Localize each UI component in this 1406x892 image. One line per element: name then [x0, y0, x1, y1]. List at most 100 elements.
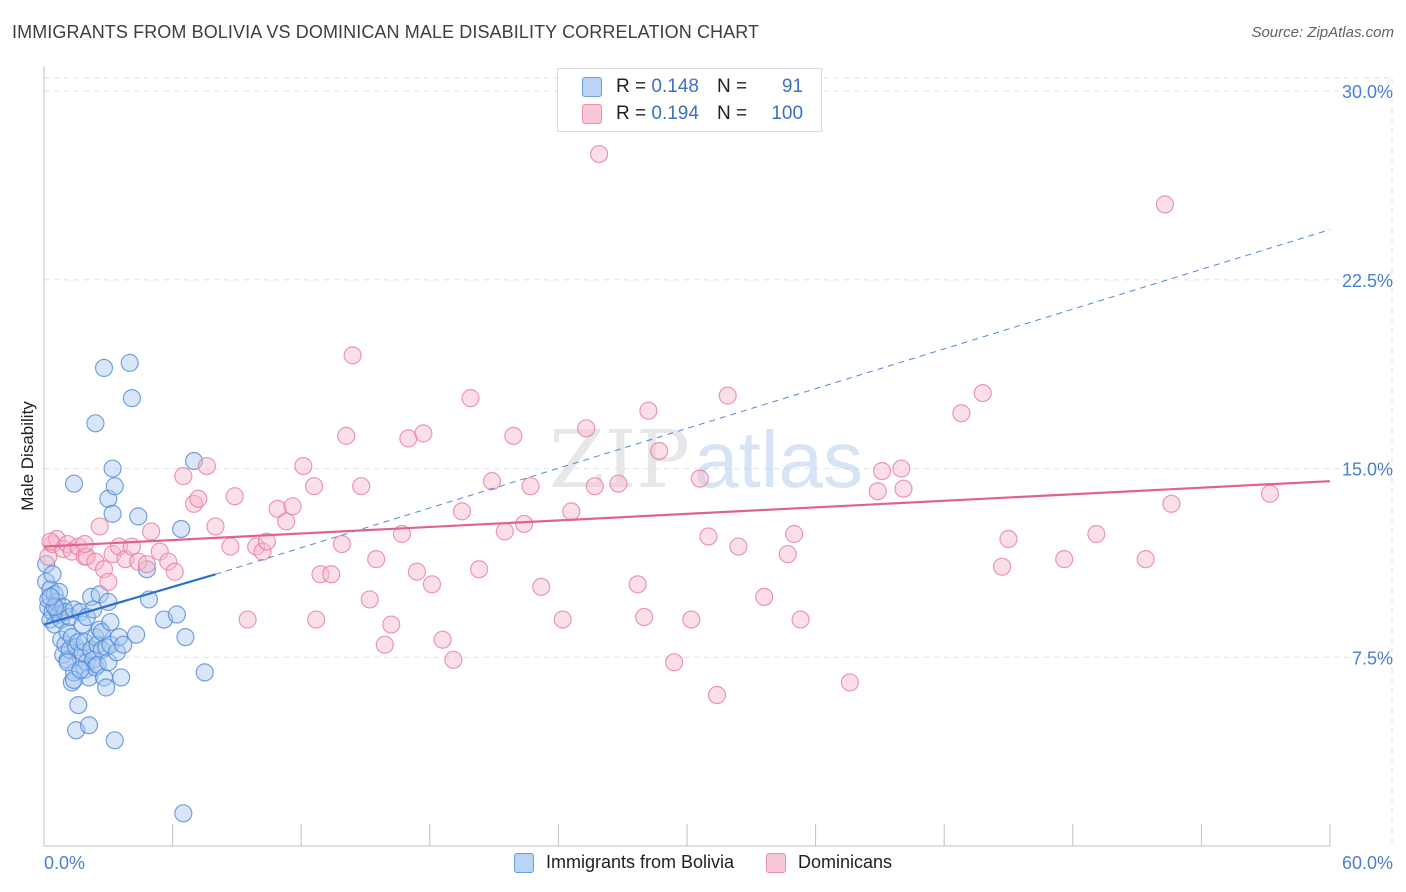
dominican-point: [206, 517, 225, 536]
bolivia-point: [69, 695, 88, 715]
tick-labels: 7.5% 15.0% 22.5% 30.0% 0.0% 60.0%: [44, 82, 1393, 873]
dominican-point: [189, 489, 208, 508]
dominican-point: [894, 479, 913, 498]
dominican-point: [332, 534, 352, 554]
dominican-point: [482, 472, 502, 491]
dominican-point: [504, 426, 523, 445]
bolivia-point: [174, 804, 193, 823]
dominican-point: [778, 545, 797, 564]
dominican-point: [992, 557, 1012, 576]
bolivia-point: [107, 643, 126, 662]
bolivia-point: [114, 635, 133, 654]
chart-title: IMMIGRANTS FROM BOLIVIA VS DOMINICAN MAL…: [12, 22, 760, 42]
dominican-point: [257, 532, 277, 551]
bolivia-point: [41, 587, 60, 607]
dominican-point: [225, 487, 244, 506]
dominican-point: [1155, 195, 1175, 214]
series-legend-bolivia: Immigrants from Bolivia: [513, 852, 734, 873]
dominican-point: [382, 615, 401, 634]
dominican-point: [585, 477, 604, 496]
bolivia-point: [103, 459, 122, 478]
dominican-point: [515, 514, 534, 534]
dominican-point: [562, 502, 581, 521]
dominican-point: [343, 346, 362, 365]
dominican-point: [221, 537, 240, 556]
dominican-point: [142, 522, 161, 541]
stats-legend: R = 0.148 N = 91 R = 0.194 N = 100: [557, 68, 822, 132]
bolivia-point: [101, 612, 120, 632]
x-tick-label: 60.0%: [1342, 853, 1393, 873]
dominican-point: [755, 587, 774, 607]
dominican-point: [352, 477, 371, 496]
dominican-point: [294, 456, 313, 476]
dominican-point: [311, 565, 330, 584]
dominican-point: [238, 610, 257, 629]
axes: [43, 66, 1331, 847]
bolivia-point: [112, 668, 131, 687]
dominican-point: [375, 635, 394, 654]
legend-row-bolivia: R = 0.148 N = 91: [582, 75, 803, 99]
bolivia-point: [79, 716, 99, 735]
dominican-point: [277, 512, 296, 531]
legend-n-label: N =: [716, 76, 748, 97]
dominican-point: [707, 685, 727, 705]
dominican-point: [785, 524, 804, 544]
dominican-point: [367, 550, 386, 569]
dominican-point: [699, 527, 718, 546]
y-tick-label: 15.0%: [1342, 460, 1393, 480]
bolivia-point: [45, 597, 64, 617]
bolivia-point: [64, 474, 84, 493]
bolivia-point: [103, 504, 122, 523]
bolivia-point: [167, 605, 186, 624]
dominican-point: [122, 537, 141, 556]
dominican-point: [840, 673, 859, 692]
dominican-point: [682, 610, 701, 629]
dominican-point: [174, 467, 193, 486]
bolivia-point: [122, 389, 141, 408]
bolivia-point: [127, 625, 146, 644]
bolivia-trend-extension: [215, 229, 1331, 575]
dominican-point: [872, 461, 892, 481]
dominican-point: [532, 577, 551, 596]
legend-r-value: 0.148: [651, 76, 699, 97]
dominican-point: [868, 482, 887, 501]
dominican-point: [892, 459, 911, 478]
legend-row-dominicans: R = 0.194 N = 100: [582, 102, 803, 126]
y-tick-label: 7.5%: [1352, 648, 1393, 668]
watermark: ZIP atlas: [549, 413, 863, 506]
dominican-point: [452, 502, 472, 521]
dominican-point: [690, 469, 709, 488]
legend-swatch-blue: [582, 77, 602, 97]
grid-lines: [44, 77, 1393, 846]
dominican-point: [322, 565, 341, 584]
bolivia-point: [94, 358, 114, 378]
dominican-point: [639, 401, 658, 420]
bolivia-point: [176, 628, 195, 647]
dominican-point: [791, 610, 810, 629]
dominican-point: [304, 477, 324, 496]
dominican-point: [650, 441, 669, 461]
dominican-point: [360, 590, 379, 609]
series-legend-label: Immigrants from Bolivia: [545, 852, 734, 872]
dominican-point: [469, 560, 489, 579]
watermark-atlas: atlas: [694, 415, 863, 504]
dominican-point: [159, 552, 178, 571]
dominican-point: [1055, 550, 1074, 569]
bolivia-point: [129, 507, 148, 526]
dominican-trend-line: [43, 480, 1331, 548]
legend-swatch-pink: [582, 104, 602, 124]
series-legend: Immigrants from Bolivia Dominicans: [0, 852, 1406, 873]
dominican-point: [433, 630, 452, 649]
legend-r-value: 0.194: [651, 103, 699, 124]
legend-r-label: R =: [616, 76, 647, 97]
dominican-point: [414, 424, 433, 443]
bolivia-point: [43, 565, 62, 584]
bolivia-point: [97, 678, 116, 697]
dominican-point: [665, 653, 684, 672]
dominican-point: [952, 404, 971, 423]
bolivia-point: [172, 519, 191, 539]
series-swatch-pink: [766, 852, 786, 873]
dominican-point: [137, 555, 156, 574]
legend-n-label: N =: [716, 103, 748, 124]
dominican-point: [577, 419, 596, 438]
